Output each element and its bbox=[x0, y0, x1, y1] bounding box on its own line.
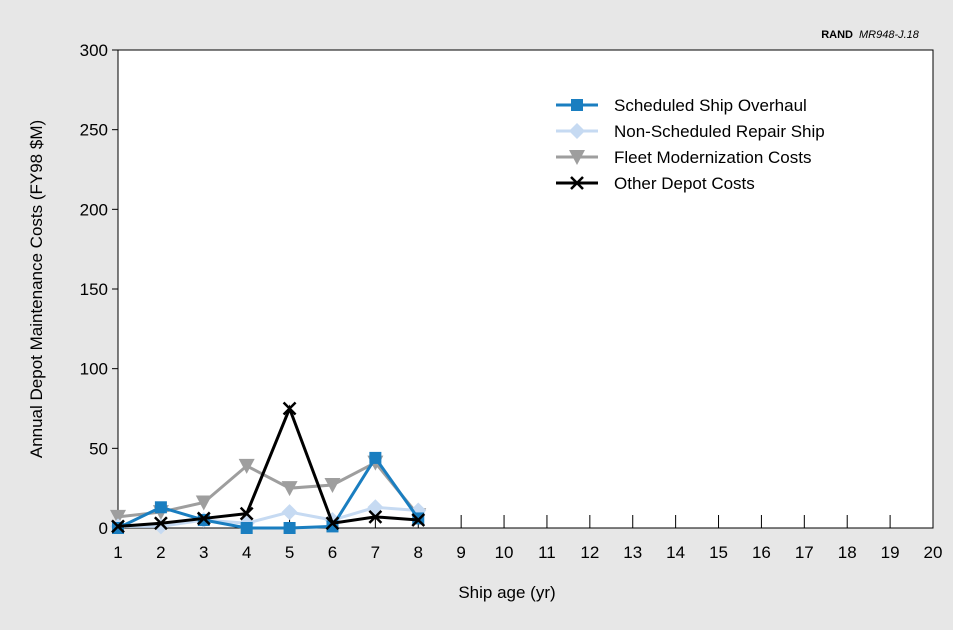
series-other-depot-costs bbox=[111, 401, 426, 534]
x-tick-label: 10 bbox=[495, 543, 514, 562]
data-point bbox=[281, 481, 298, 497]
y-tick-label: 300 bbox=[80, 41, 108, 60]
x-tick-label: 16 bbox=[752, 543, 771, 562]
series-layer bbox=[110, 401, 427, 535]
y-tick-label: 150 bbox=[80, 280, 108, 299]
credit: RAND MR948-J.18 bbox=[821, 29, 920, 41]
series-line bbox=[118, 505, 419, 528]
x-tick-label: 9 bbox=[456, 543, 465, 562]
y-tick-label: 250 bbox=[80, 121, 108, 140]
data-point bbox=[282, 401, 297, 416]
y-tick-label: 100 bbox=[80, 360, 108, 379]
x-axis: 1 2 3 4 5 6 7 8 9 10 11 12 13 14 15 16 17 18 19 20 bbox=[113, 515, 942, 562]
x-tick-label: 13 bbox=[623, 543, 642, 562]
x-tick-label: 8 bbox=[414, 543, 423, 562]
y-tick-label: 50 bbox=[89, 439, 108, 458]
x-axis-title: Ship age (yr) bbox=[458, 583, 555, 602]
legend-item: Fleet Modernization Costs bbox=[556, 148, 811, 167]
x-tick-label: 2 bbox=[156, 543, 165, 562]
y-axis-title: Annual Depot Maintenance Costs (FY98 $M) bbox=[27, 120, 46, 458]
data-point bbox=[240, 522, 253, 534]
data-point bbox=[367, 499, 384, 516]
x-tick-label: 5 bbox=[285, 543, 294, 562]
legend-item: Non-Scheduled Repair Ship bbox=[556, 122, 825, 141]
x-tick-label: 15 bbox=[709, 543, 728, 562]
data-point bbox=[238, 458, 255, 474]
x-tick-label: 14 bbox=[666, 543, 685, 562]
x-tick-label: 17 bbox=[795, 543, 814, 562]
data-point bbox=[569, 123, 585, 139]
legend-label: Non-Scheduled Repair Ship bbox=[614, 122, 825, 141]
x-tick-label: 4 bbox=[242, 543, 251, 562]
data-point bbox=[281, 504, 298, 521]
x-tick-label: 19 bbox=[881, 543, 900, 562]
data-point bbox=[154, 516, 168, 531]
x-tick-label: 11 bbox=[538, 543, 556, 562]
data-point bbox=[570, 176, 584, 190]
legend-item: Other Depot Costs bbox=[556, 174, 755, 193]
legend-label: Fleet Modernization Costs bbox=[614, 148, 811, 167]
data-point bbox=[569, 150, 585, 165]
credit-code: MR948-J.18 bbox=[859, 29, 920, 41]
data-point bbox=[195, 495, 212, 511]
legend-label: Other Depot Costs bbox=[614, 174, 755, 193]
data-point bbox=[196, 511, 211, 526]
data-point bbox=[368, 509, 383, 524]
data-point bbox=[369, 451, 382, 464]
data-point bbox=[324, 477, 341, 493]
x-tick-label: 20 bbox=[924, 543, 943, 562]
data-point bbox=[111, 519, 125, 534]
y-axis: 0 50 100 150 200 250 300 bbox=[80, 41, 118, 538]
plot-area bbox=[117, 49, 934, 529]
data-point bbox=[239, 506, 254, 521]
data-point bbox=[411, 513, 426, 527]
x-tick-label: 7 bbox=[371, 543, 380, 562]
legend-label: Scheduled Ship Overhaul bbox=[614, 96, 807, 115]
x-tick-label: 3 bbox=[199, 543, 208, 562]
legend: Scheduled Ship Overhaul Non-Scheduled Rep… bbox=[556, 96, 825, 193]
data-point bbox=[110, 509, 126, 525]
data-point bbox=[571, 99, 583, 111]
data-point bbox=[283, 522, 296, 534]
data-point bbox=[325, 516, 340, 531]
series-line bbox=[117, 455, 420, 530]
y-tick-label: 0 bbox=[99, 519, 108, 538]
x-tick-label: 6 bbox=[328, 543, 337, 562]
x-tick-label: 18 bbox=[838, 543, 857, 562]
data-point bbox=[154, 501, 167, 514]
x-tick-label: 1 bbox=[113, 543, 122, 562]
y-tick-label: 200 bbox=[80, 200, 108, 219]
series-line bbox=[117, 404, 419, 528]
credit-org: RAND bbox=[821, 29, 853, 41]
x-tick-label: 12 bbox=[580, 543, 599, 562]
legend-item: Scheduled Ship Overhaul bbox=[556, 96, 807, 115]
